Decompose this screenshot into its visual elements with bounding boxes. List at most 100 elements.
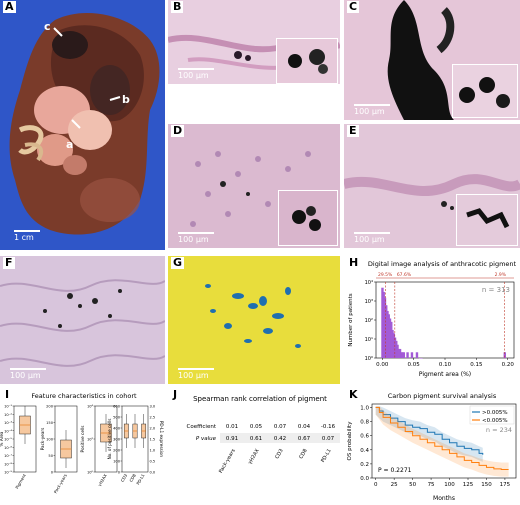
y-axis-label: No. of positive cells (107, 419, 112, 460)
y-tick-label: 10⁻⁴ (4, 429, 12, 433)
histogram-bar (396, 344, 399, 358)
row-label: Coefficient (187, 424, 217, 430)
category-label: γH2AX (97, 473, 108, 487)
histogram-bar (415, 352, 419, 358)
histogram-bar (390, 321, 393, 358)
y-tick-label: 10² (365, 318, 373, 324)
y-tick-label: 1.0 (360, 406, 369, 412)
histogram-bar (397, 348, 400, 358)
panel-label: F (3, 256, 15, 269)
y-tick-label: 400 (113, 427, 121, 431)
scale-bar: 100 μm (178, 232, 214, 244)
histogram-bar (393, 337, 397, 358)
y-tick-label: 0 (51, 471, 54, 475)
p-value-cell: 0.67 (298, 436, 311, 442)
y-tick-label: 10⁻³ (4, 421, 12, 425)
inset-magnified (278, 190, 338, 246)
y-tick-label-right: 2.0 (150, 427, 156, 431)
scale-bar: 100 μm (10, 368, 46, 380)
y-axis-label-right: PD-L1 expression (159, 421, 164, 458)
y-tick-label: 10⁰ (87, 471, 94, 475)
survival-curve (375, 407, 484, 455)
chart-title: Carbon pigment survival analysis (388, 392, 497, 400)
x-tick-label: 100 (444, 482, 455, 488)
x-tick-label: 50 (409, 482, 416, 488)
panel-label: E (347, 124, 359, 137)
confidence-band (375, 406, 483, 462)
chart-title: Feature characteristics in cohort (31, 392, 137, 400)
y-tick-label: 50 (48, 454, 53, 458)
survival-curve (375, 407, 509, 471)
y-tick-label-right: 2.5 (150, 416, 156, 420)
column-label: PD-L1 (320, 448, 333, 464)
x-axis-label: Months (433, 495, 455, 502)
p-value-cell: 0.61 (250, 436, 262, 442)
panel-label: D (171, 124, 185, 137)
y-tick-label: 200 (113, 449, 121, 453)
histogram-bar (382, 291, 385, 358)
scale-bar: 100 μm (354, 104, 390, 116)
scale-bar: 100 μm (178, 368, 214, 380)
panel-a-gross-photo: A c b a 1 cm (0, 0, 165, 250)
p-value-cell: 0.42 (274, 436, 286, 442)
panel-k-survival: K Carbon pigment survival analysis >0.005… (344, 388, 520, 505)
panel-label: J (171, 388, 180, 401)
y-tick-label: 10⁻⁵ (4, 438, 12, 442)
annotation-c: c (44, 20, 51, 33)
chart-h: Digital image analysis of anthracotic pi… (348, 260, 517, 378)
y-tick-label: 150 (46, 421, 54, 425)
panel-label: I (3, 388, 12, 401)
x-tick-label: 125 (463, 482, 474, 488)
y-tick-label-right: 0.5 (150, 460, 156, 464)
x-tick-label: 0.15 (470, 362, 483, 368)
y-tick-label: 10⁻⁹ (4, 471, 12, 475)
y-tick-label: 10⁻⁸ (4, 462, 12, 466)
panel-label: H (347, 256, 361, 269)
y-tick-label-right: 3.0 (150, 405, 156, 409)
histogram-bar (410, 352, 414, 358)
panel-label: C (347, 0, 360, 13)
scale-bar: 1 cm (14, 230, 40, 242)
p-value-cell: 0.07 (322, 436, 335, 442)
y-tick-label: 10¹ (365, 337, 373, 343)
lung-specimen-image: c b a (9, 12, 160, 235)
sample-size: n = 313 (482, 286, 510, 294)
y-tick-label: 100 (113, 460, 121, 464)
inset-magnified (452, 64, 518, 118)
coefficient-cell: 0.01 (226, 424, 238, 430)
chart-title: Spearman rank correlation of pigment (193, 395, 327, 403)
sample-size: n = 234 (486, 426, 512, 434)
y-tick-label: 0.4 (360, 448, 369, 454)
histogram-bar (387, 314, 390, 358)
column-label: CD3 (274, 448, 284, 460)
threshold-label: 29.5% (378, 272, 393, 278)
y-axis-label: Pack-years (40, 428, 45, 451)
y-axis-label: OS probability (347, 421, 353, 461)
panel-label: G (171, 256, 185, 269)
confidence-band (375, 406, 509, 477)
histogram-bar (398, 348, 402, 358)
y-axis-label: Positive cells (80, 426, 85, 453)
panel-label: A (3, 0, 16, 13)
threshold-label: 67.6% (397, 272, 412, 278)
plot-frame (375, 281, 515, 359)
y-tick-label: 10⁻⁶ (4, 446, 12, 450)
column-label: CD8 (298, 448, 308, 460)
x-tick-label: 0.00 (376, 362, 389, 368)
histogram-bar (406, 352, 409, 358)
legend-label: <0.005% (482, 418, 508, 424)
y-tick-label: 500 (113, 416, 121, 420)
histogram-bar (388, 318, 392, 358)
panel-label: B (171, 0, 184, 13)
x-tick-label: 0.10 (439, 362, 452, 368)
inset-magnified (276, 38, 338, 84)
y-tick-label: 0.0 (360, 476, 369, 482)
chart-i: Feature characteristics in cohort 10⁻¹ 10⁻… (0, 392, 164, 494)
panel-g-segmentation: G 100 μm (168, 256, 340, 384)
x-tick-label: 0.20 (502, 362, 515, 368)
x-tick-label: 175 (500, 482, 511, 488)
y-axis-label: % Area (0, 431, 4, 446)
column-label: γH2AX (247, 448, 261, 466)
legend-label: >0.005% (482, 410, 508, 416)
y-tick-label-right: 1.0 (150, 449, 156, 453)
